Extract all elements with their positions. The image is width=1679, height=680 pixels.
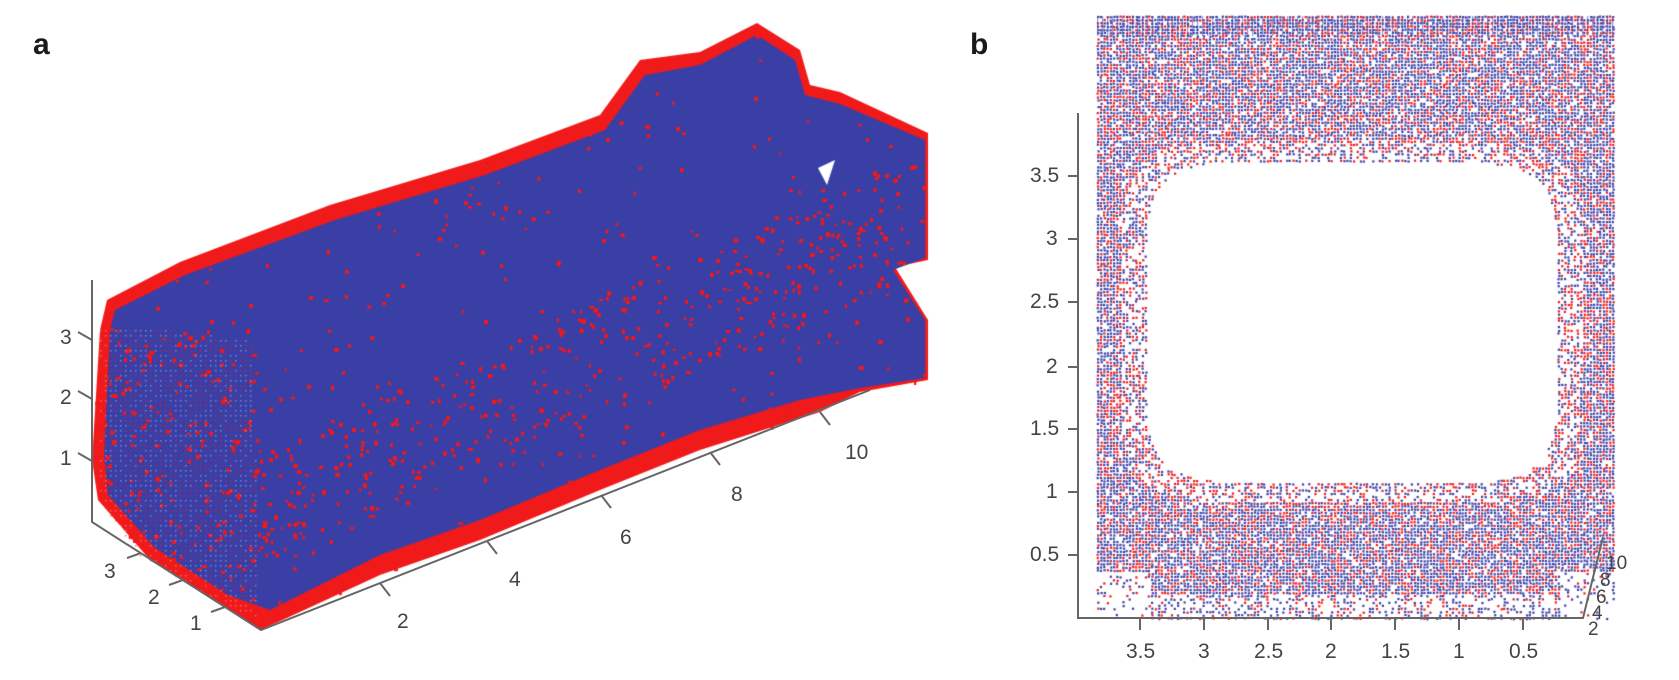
b-x-tick-label: 3 <box>1198 640 1210 663</box>
b-z-tick-label: 10 <box>1606 553 1628 574</box>
a-y-tick-label: 2 <box>148 586 160 609</box>
b-y-tick-label: 2.5 <box>1030 290 1060 313</box>
a-x-tick-label: 8 <box>731 483 743 506</box>
b-y-tick-label: 3.5 <box>1030 164 1060 187</box>
b-x-tick-label: 1.5 <box>1381 640 1411 663</box>
a-z-tick-label: 1 <box>60 447 72 470</box>
b-y-tick-label: 1 <box>1046 480 1058 503</box>
b-x-tick-label: 2.5 <box>1254 640 1284 663</box>
b-x-tick-label: 0.5 <box>1509 640 1539 663</box>
a-x-tick-label: 4 <box>509 568 521 591</box>
a-z-tick <box>77 331 93 341</box>
b-y-tick-label: 2 <box>1046 355 1058 378</box>
a-x-tick-label: 10 <box>845 441 869 464</box>
panel-a-z-axis <box>91 280 871 632</box>
a-y-tick-label: 3 <box>104 560 116 583</box>
a-x-tick-label: 6 <box>620 526 632 549</box>
a-z-tick <box>77 390 93 400</box>
b-y-tick-label: 0.5 <box>1030 543 1060 566</box>
b-z-tick-label: 2 <box>1588 619 1599 640</box>
b-x-tick-label: 3.5 <box>1126 640 1156 663</box>
a-z-tick-label: 2 <box>60 386 72 409</box>
b-z-tick-label: 6 <box>1596 587 1607 608</box>
panel-b-axes <box>1077 113 1604 619</box>
b-z-tick-label: 8 <box>1600 570 1611 591</box>
b-y-tick-label: 1.5 <box>1030 417 1060 440</box>
a-y-tick-label: 1 <box>190 612 202 635</box>
b-y-tick-label: 3 <box>1046 227 1058 250</box>
a-x-tick-label: 2 <box>397 610 409 633</box>
a-z-tick-label: 3 <box>60 326 72 349</box>
b-x-tick-label: 1 <box>1453 640 1465 663</box>
a-z-tick <box>77 452 93 462</box>
b-z-tick-label: 4 <box>1592 603 1603 624</box>
b-x-tick-label: 2 <box>1325 640 1337 663</box>
